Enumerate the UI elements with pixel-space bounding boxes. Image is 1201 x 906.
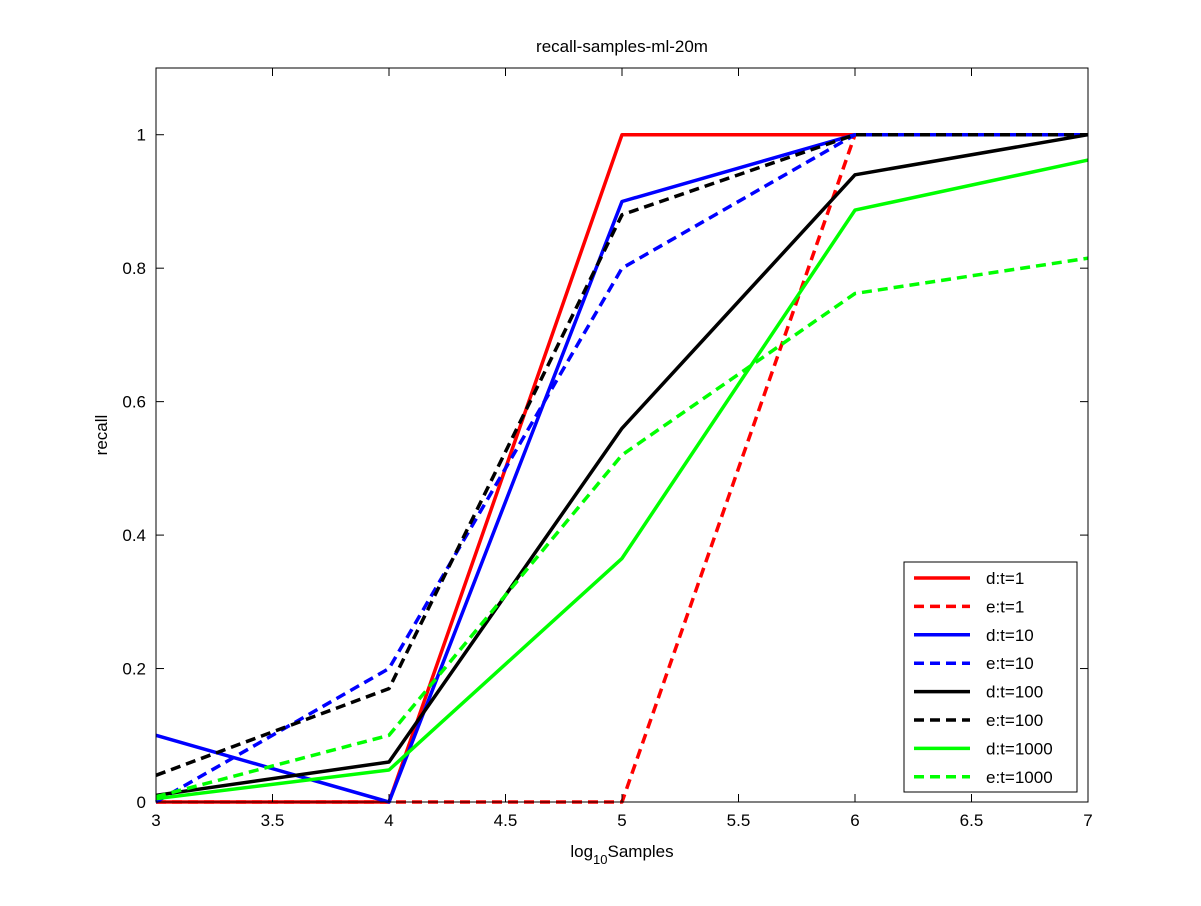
x-tick-label: 3.5 <box>261 811 285 830</box>
legend-label: e:t=100 <box>986 711 1043 730</box>
y-tick-label: 0.4 <box>122 526 146 545</box>
x-tick-label: 6.5 <box>960 811 984 830</box>
legend-box <box>903 561 1078 793</box>
legend-label: d:t=1000 <box>986 739 1053 758</box>
chart-title: recall-samples-ml-20m <box>536 37 708 56</box>
series-line-7 <box>155 158 1089 801</box>
series-line-5 <box>155 132 1089 798</box>
x-tick-label: 3 <box>151 811 160 830</box>
x-axis-label-rest: Samples <box>608 842 674 861</box>
x-axis-label: log10Samples <box>570 842 673 867</box>
y-axis-ticks: 0 0.2 0.4 0.6 0.8 1 <box>122 126 1088 812</box>
x-tick-label: 5 <box>617 811 626 830</box>
y-tick-label: 0.8 <box>122 259 146 278</box>
series-line-4 <box>155 132 1088 804</box>
legend-label: e:t=1 <box>986 597 1024 616</box>
legend-label: d:t=1 <box>986 569 1024 588</box>
x-tick-label: 4 <box>384 811 393 830</box>
x-tick-label: 5.5 <box>727 811 751 830</box>
legend-label: d:t=10 <box>986 626 1034 645</box>
legend-label: e:t=10 <box>986 654 1034 673</box>
x-tick-label: 6 <box>850 811 859 830</box>
y-tick-label: 0 <box>137 793 146 812</box>
legend-entries: d:t=1 e:t=1 d:t=10 e:t=10 d:t=100 e:t=100 d:t=… <box>914 569 1053 787</box>
y-tick-label: 0.6 <box>122 393 146 412</box>
legend-label: e:t=1000 <box>986 768 1053 787</box>
x-axis-label-base: log <box>570 842 593 861</box>
x-tick-label: 4.5 <box>494 811 518 830</box>
legend-label: d:t=100 <box>986 683 1043 702</box>
x-axis-ticks: 3 3.5 4 4.5 5 5.5 6 6.5 7 <box>151 68 1093 830</box>
y-tick-label: 0.2 <box>122 660 146 679</box>
legend: d:t=1 e:t=1 d:t=10 e:t=10 d:t=100 e:t=100 d:t=… <box>903 561 1078 793</box>
x-tick-label: 7 <box>1083 811 1092 830</box>
y-axis-label: recall <box>92 415 111 456</box>
x-axis-label-subscript: 10 <box>593 852 607 867</box>
series-line-8 <box>155 256 1089 799</box>
y-tick-label: 1 <box>137 126 146 145</box>
series-line-6 <box>155 132 1088 777</box>
